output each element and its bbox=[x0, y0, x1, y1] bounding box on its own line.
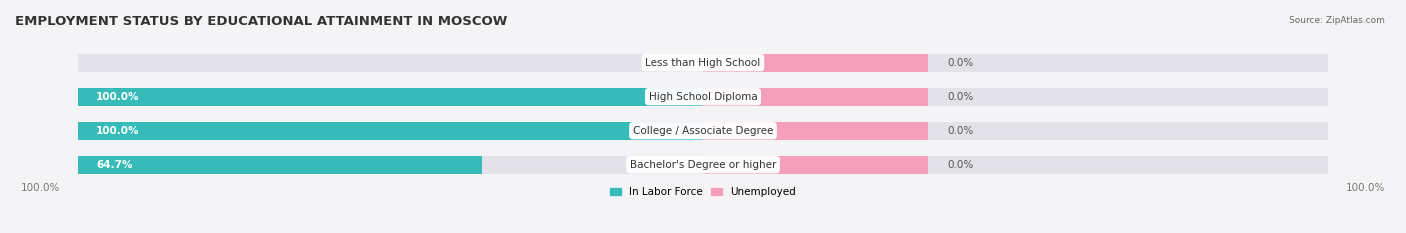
Text: 0.0%: 0.0% bbox=[946, 58, 973, 68]
Text: College / Associate Degree: College / Associate Degree bbox=[633, 126, 773, 136]
Text: EMPLOYMENT STATUS BY EDUCATIONAL ATTAINMENT IN MOSCOW: EMPLOYMENT STATUS BY EDUCATIONAL ATTAINM… bbox=[15, 15, 508, 28]
Bar bbox=[703, 88, 928, 106]
Text: 0.0%: 0.0% bbox=[946, 160, 973, 170]
Bar bbox=[77, 88, 703, 106]
Bar bbox=[77, 156, 1329, 174]
Text: 0.0%: 0.0% bbox=[946, 126, 973, 136]
Bar bbox=[77, 156, 482, 174]
Text: 100.0%: 100.0% bbox=[21, 183, 60, 193]
Bar bbox=[703, 156, 928, 174]
Bar bbox=[703, 54, 928, 72]
Bar bbox=[77, 54, 1329, 72]
Text: High School Diploma: High School Diploma bbox=[648, 92, 758, 102]
Bar bbox=[703, 122, 928, 140]
Text: 100.0%: 100.0% bbox=[96, 92, 139, 102]
Bar bbox=[77, 88, 1329, 106]
Legend: In Labor Force, Unemployed: In Labor Force, Unemployed bbox=[610, 187, 796, 197]
Text: Source: ZipAtlas.com: Source: ZipAtlas.com bbox=[1289, 16, 1385, 25]
Bar bbox=[77, 122, 703, 140]
Text: 0.0%: 0.0% bbox=[652, 58, 678, 68]
Text: 64.7%: 64.7% bbox=[96, 160, 132, 170]
Text: Less than High School: Less than High School bbox=[645, 58, 761, 68]
Text: 100.0%: 100.0% bbox=[1346, 183, 1385, 193]
Text: 0.0%: 0.0% bbox=[946, 92, 973, 102]
Text: 100.0%: 100.0% bbox=[96, 126, 139, 136]
Text: Bachelor's Degree or higher: Bachelor's Degree or higher bbox=[630, 160, 776, 170]
Bar bbox=[77, 122, 1329, 140]
